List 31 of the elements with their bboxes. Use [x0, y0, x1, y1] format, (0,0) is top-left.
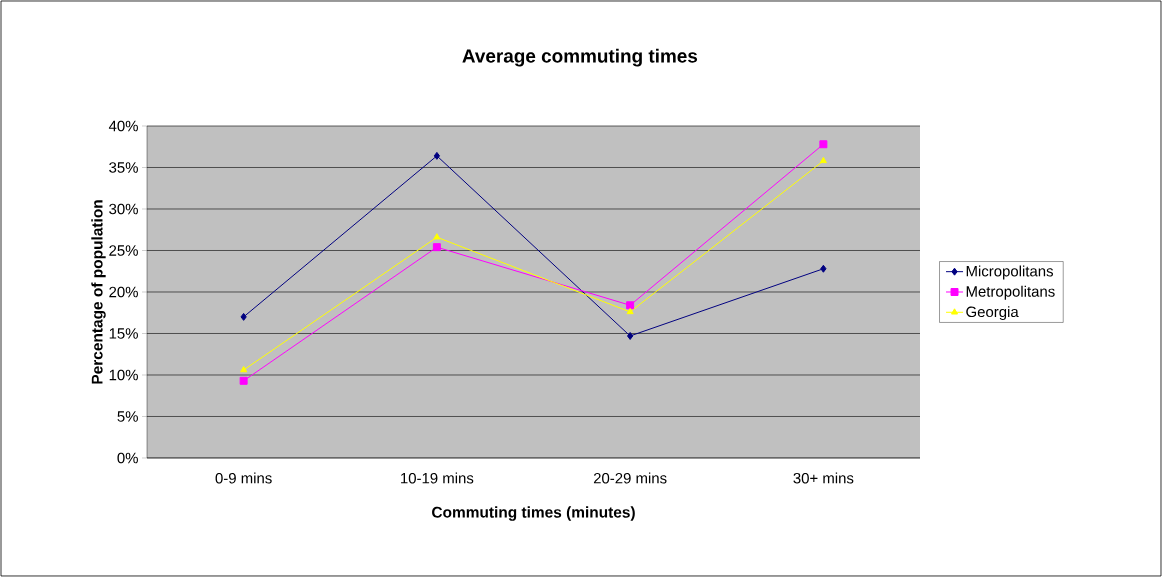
y-tick-label: 25% — [109, 245, 138, 256]
x-tick-label: 20-29 mins — [593, 472, 667, 484]
y-tick-label: 10% — [109, 369, 138, 381]
legend-label: Micropolitans — [966, 265, 1053, 280]
point — [819, 156, 827, 164]
x-tick-label: 10-19 mins — [401, 472, 474, 484]
x-tick-label: 30+ mins — [793, 472, 854, 484]
y-tick-label: 15% — [109, 328, 138, 339]
point — [239, 376, 248, 385]
legend-label: Metropolitans — [966, 285, 1055, 300]
point — [819, 140, 828, 149]
y-tick-label: 5% — [117, 411, 138, 422]
point — [627, 331, 634, 340]
point — [432, 243, 441, 252]
y-axis-title: Percentage of population — [91, 200, 106, 384]
point — [626, 301, 635, 310]
y-tick-label: 20% — [109, 286, 138, 298]
y-tick-label: 35% — [109, 162, 138, 173]
x-tick-label: 0-9 mins — [215, 472, 272, 484]
y-tick-label: 40% — [108, 120, 138, 132]
chart-title: Average commuting times — [462, 48, 698, 67]
point — [433, 151, 440, 160]
y-tick-label: 0% — [117, 452, 138, 464]
y-tick-label: 30% — [109, 203, 138, 215]
point — [433, 233, 441, 240]
x-axis-title: Commuting times (minutes) — [432, 506, 635, 521]
point — [820, 264, 827, 273]
point — [626, 307, 634, 315]
point — [240, 312, 247, 321]
point — [240, 366, 248, 373]
legend-label: Georgia — [966, 306, 1019, 321]
